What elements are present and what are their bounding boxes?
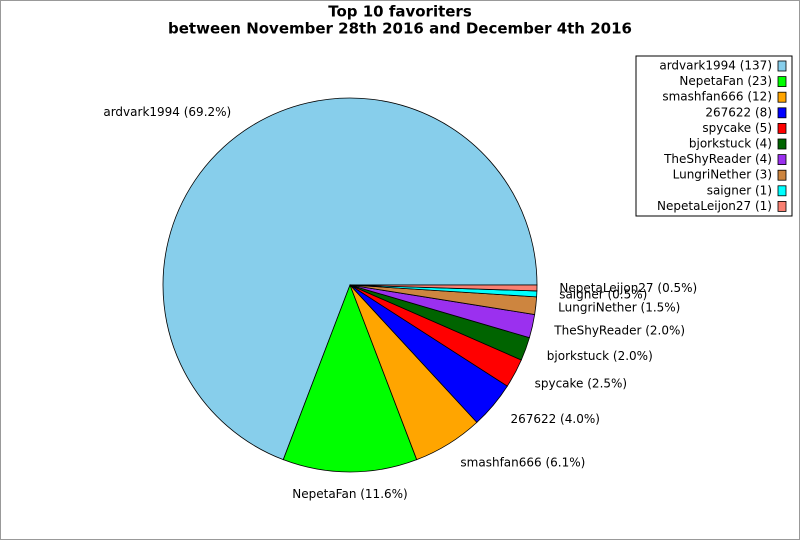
legend-label: LungriNether (3) [673,168,772,182]
slice-label: TheShyReader (2.0%) [553,324,685,338]
slice-label: NepetaFan (11.6%) [292,487,407,501]
legend-label: spycake (5) [702,121,772,135]
legend-label: NepetaFan (23) [679,74,772,88]
slice-label: bjorkstuck (2.0%) [547,349,653,363]
chart-title: Top 10 favoriters [328,3,472,21]
pie-slice [162,97,538,461]
legend-swatch [777,60,787,72]
slice-label: LungriNether (1.5%) [558,301,680,315]
legend-swatch [777,76,787,87]
legend-label: TheShyReader (4) [663,152,772,166]
slice-label: NepetaLeijon27 (0.5%) [559,281,697,295]
legend-swatch [777,154,787,166]
slice-label: ardvark1994 (69.2%) [103,105,231,119]
pie-slice [349,284,538,292]
legend-swatch [777,185,787,197]
pie-slice [282,283,418,473]
legend-label: bjorkstuck (4) [689,137,772,151]
slice-label: saigner (0.5%) [559,287,647,301]
slice-label: 267622 (4.0%) [510,412,599,426]
legend-label: smashfan666 (12) [662,90,772,104]
legend-label: ardvark1994 (137) [659,59,772,73]
chart-subtitle: between November 28th 2016 and December … [168,20,632,38]
legend-label: saigner (1) [707,183,772,197]
legend-swatch [777,107,787,119]
legend-swatch [777,123,787,134]
legend-box [635,55,793,217]
legend-label: 267622 (8) [705,105,772,119]
legend-swatch [777,91,787,103]
legend-swatch [777,200,787,212]
legend-swatch [777,138,787,150]
legend-swatch [777,169,787,181]
legend-label: NepetaLeijon27 (1) [657,199,772,213]
slice-label: spycake (2.5%) [535,376,628,390]
slice-label: smashfan666 (6.1%) [460,455,585,469]
